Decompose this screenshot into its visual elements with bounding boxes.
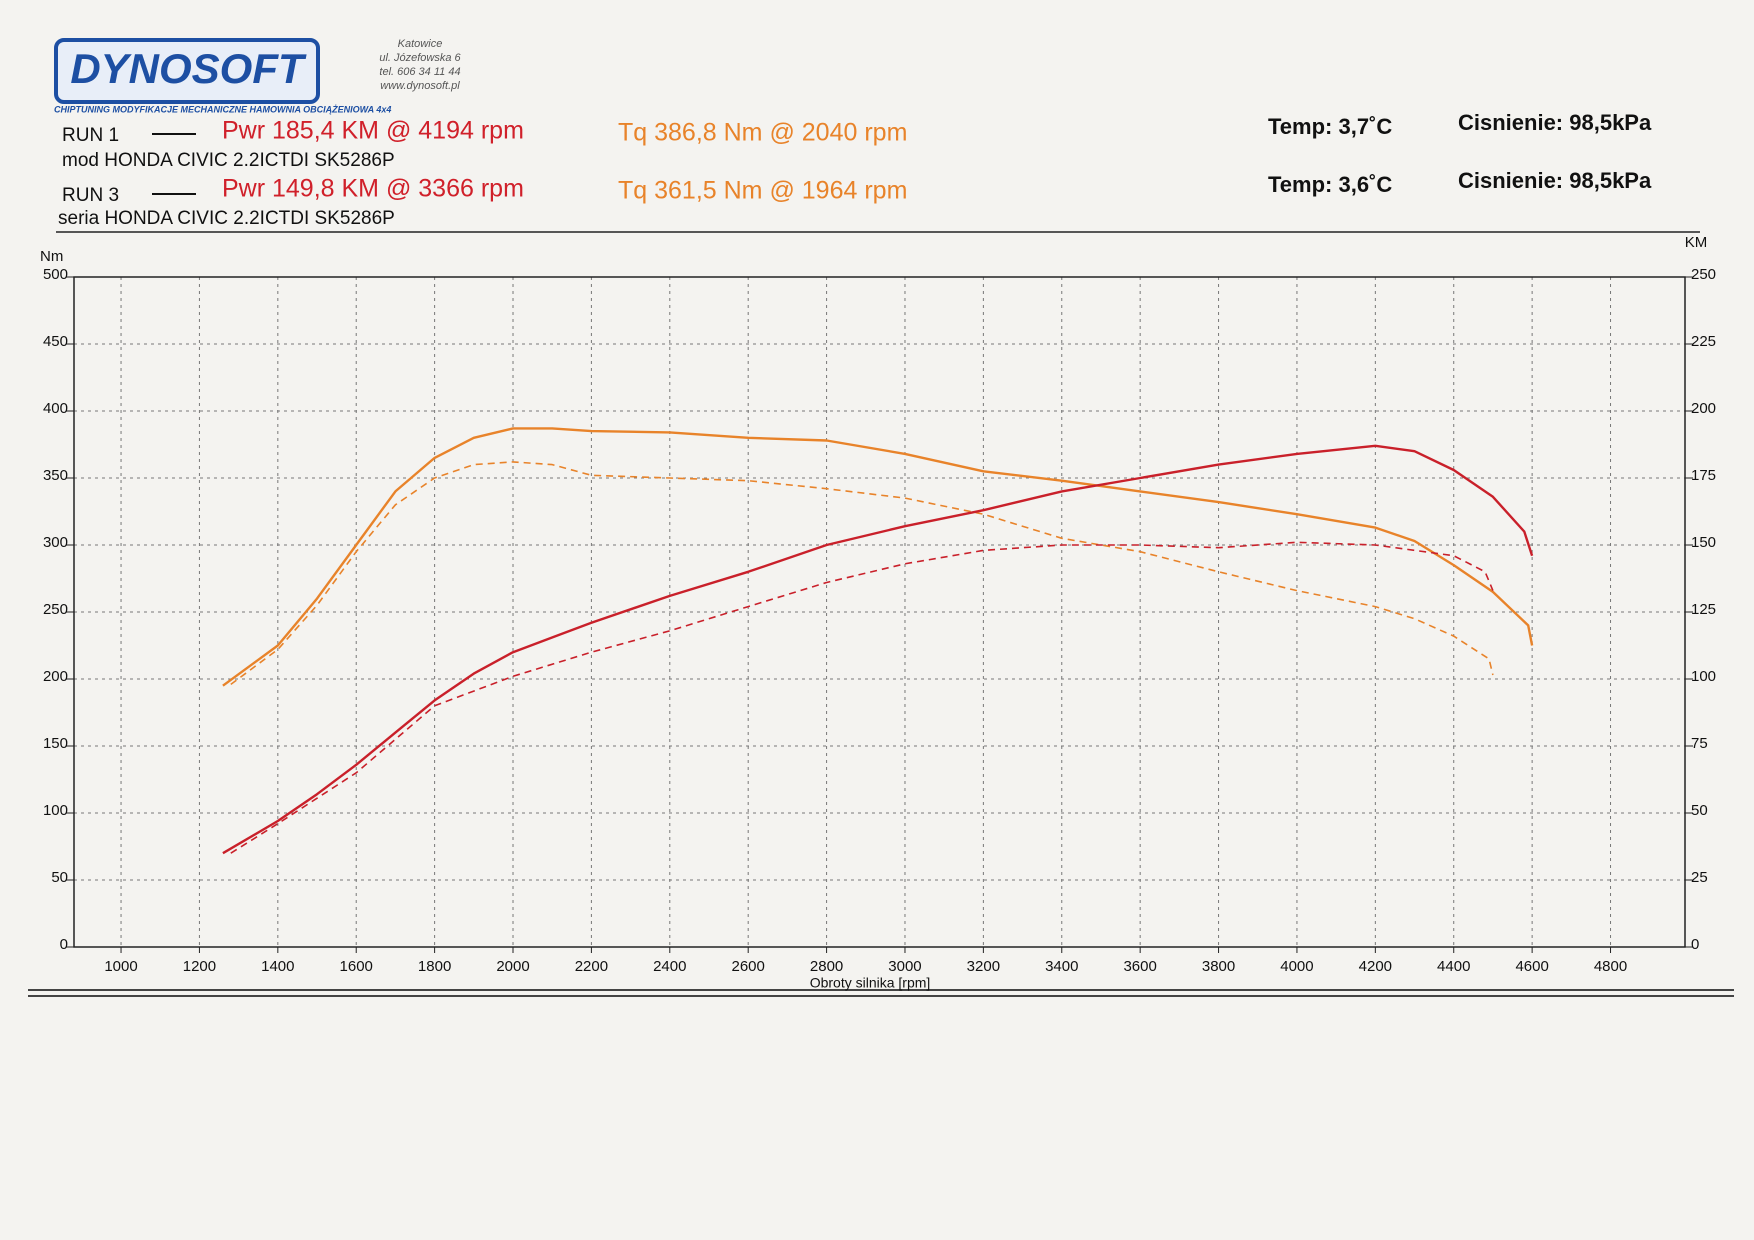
run-pressure: Cisnienie: 98,5kPa — [1458, 110, 1652, 135]
x-tick-label: 3000 — [888, 958, 921, 975]
x-tick-label: 4000 — [1280, 958, 1313, 975]
y-tick-label: 100 — [43, 802, 68, 819]
torque-line — [230, 461, 1494, 686]
x-tick-label: 1400 — [261, 958, 294, 975]
x-tick-label: 2800 — [810, 958, 843, 975]
y2-tick-label: 0 — [1691, 936, 1699, 953]
y2-tick-label: 50 — [1691, 802, 1708, 819]
y2-tick-label: 225 — [1691, 333, 1716, 350]
run-temp: Temp: 3,7˚C — [1268, 114, 1392, 139]
y-tick-label: 350 — [43, 467, 68, 484]
y2-tick-label: 175 — [1691, 467, 1716, 484]
x-tick-label: 1200 — [183, 958, 216, 975]
address: ul. Józefowska 6 — [379, 52, 461, 64]
x-tick-label: 4600 — [1515, 958, 1548, 975]
run-pressure: Cisnienie: 98,5kPa — [1458, 168, 1652, 193]
x-tick-label: 3600 — [1123, 958, 1156, 975]
logo: DYNOSOFT — [70, 45, 307, 92]
x-tick-label: 2000 — [496, 958, 529, 975]
y-axis-label: Nm — [40, 248, 63, 265]
y-tick-label: 0 — [60, 936, 68, 953]
address: Katowice — [398, 38, 443, 50]
y2-tick-label: 250 — [1691, 266, 1716, 283]
x-tick-label: 3200 — [967, 958, 1000, 975]
x-tick-label: 1000 — [104, 958, 137, 975]
x-tick-label: 1800 — [418, 958, 451, 975]
run-power: Pwr 185,4 KM @ 4194 rpm — [222, 117, 524, 145]
run-label: RUN 3 — [62, 185, 119, 206]
run-description: mod HONDA CIVIC 2.2ICTDI SK5286P — [62, 150, 395, 171]
y-tick-label: 500 — [43, 266, 68, 283]
y-tick-label: 450 — [43, 333, 68, 350]
y2-tick-label: 150 — [1691, 534, 1716, 551]
run-temp: Temp: 3,6˚C — [1268, 172, 1392, 197]
address: tel. 606 34 11 44 — [379, 66, 460, 78]
y-tick-label: 50 — [51, 869, 68, 886]
y-tick-label: 400 — [43, 400, 68, 417]
y2-tick-label: 25 — [1691, 869, 1708, 886]
logo-box — [54, 38, 320, 104]
y-tick-label: 300 — [43, 534, 68, 551]
y-tick-label: 250 — [43, 601, 68, 618]
power-line — [230, 541, 1494, 854]
x-tick-label: 4400 — [1437, 958, 1470, 975]
run-description: seria HONDA CIVIC 2.2ICTDI SK5286P — [58, 208, 395, 229]
y-tick-label: 150 — [43, 735, 68, 752]
run-torque: Tq 386,8 Nm @ 2040 rpm — [618, 119, 907, 147]
tagline: CHIPTUNING MODYFIKACJE MECHANICZNE HAMOW… — [54, 104, 391, 114]
torque-line — [222, 427, 1534, 687]
run-label: RUN 1 — [62, 125, 119, 146]
x-tick-label: 4800 — [1594, 958, 1627, 975]
x-tick-label: 2200 — [575, 958, 608, 975]
x-tick-label: 1600 — [340, 958, 373, 975]
run-power: Pwr 149,8 KM @ 3366 rpm — [222, 175, 524, 203]
x-tick-label: 2600 — [732, 958, 765, 975]
x-tick-label: 4200 — [1359, 958, 1392, 975]
x-tick-label: 3800 — [1202, 958, 1235, 975]
x-axis-label: Obroty silnika [rpm] — [810, 975, 931, 991]
x-tick-label: 2400 — [653, 958, 686, 975]
y2-tick-label: 125 — [1691, 601, 1716, 618]
y2-axis-label: KM — [1685, 234, 1708, 251]
address: www.dynosoft.pl — [380, 80, 460, 92]
power-line — [222, 444, 1534, 855]
y-tick-label: 200 — [43, 668, 68, 685]
run-torque: Tq 361,5 Nm @ 1964 rpm — [618, 177, 907, 205]
y2-tick-label: 100 — [1691, 668, 1716, 685]
plot: 0 50 100 150 200 250 300 350 400 450 500 0 25 50 75 100… — [43, 266, 1716, 975]
y2-tick-label: 200 — [1691, 400, 1716, 417]
x-tick-label: 3400 — [1045, 958, 1078, 975]
plot-frame — [73, 276, 1686, 948]
y2-tick-label: 75 — [1691, 735, 1708, 752]
